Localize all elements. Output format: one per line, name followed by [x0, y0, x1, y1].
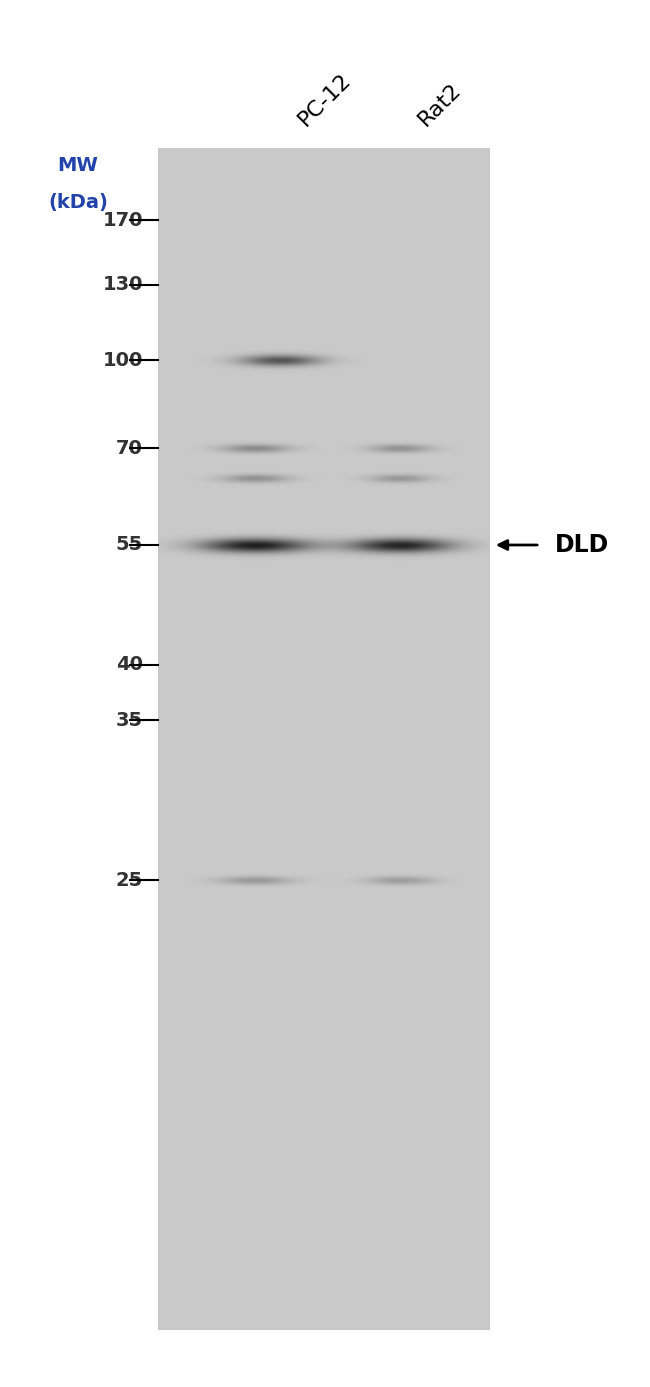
Text: 170: 170: [103, 211, 143, 229]
Text: PC-12: PC-12: [295, 69, 356, 130]
Text: DLD: DLD: [555, 533, 609, 558]
Text: MW: MW: [58, 155, 98, 175]
Text: 40: 40: [116, 656, 143, 674]
Text: 130: 130: [103, 276, 143, 294]
Text: 35: 35: [116, 710, 143, 730]
Text: 25: 25: [116, 871, 143, 889]
Text: Rat2: Rat2: [415, 79, 465, 130]
Text: 100: 100: [103, 351, 143, 369]
Text: (kDa): (kDa): [48, 193, 108, 212]
Text: 55: 55: [116, 535, 143, 555]
Text: 70: 70: [116, 438, 143, 458]
